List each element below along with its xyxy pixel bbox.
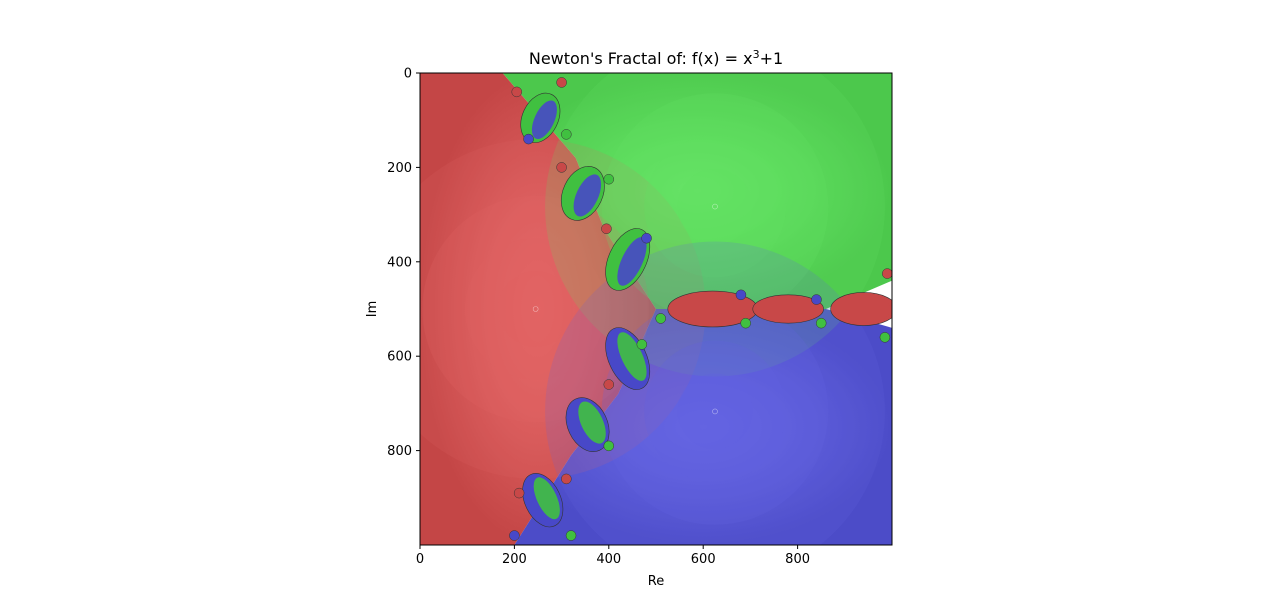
x-axis-label: Re xyxy=(648,574,664,589)
plot-area xyxy=(420,73,892,545)
boundary-bead xyxy=(556,77,567,88)
y-tick-label: 800 xyxy=(387,444,412,459)
y-tick-label: 200 xyxy=(387,161,412,176)
boundary-bead xyxy=(641,232,652,244)
boundary-bead xyxy=(603,440,615,452)
lobe-inner xyxy=(573,174,602,217)
boundary-lobe xyxy=(520,92,561,143)
boundary-lobe xyxy=(830,292,892,326)
boundary-bead xyxy=(811,294,822,305)
boundary-bead xyxy=(513,487,525,499)
y-axis-label: Im xyxy=(365,301,380,318)
lobe-inner xyxy=(531,100,557,140)
x-tick-label: 400 xyxy=(596,552,621,567)
basin-blue xyxy=(514,309,892,545)
fractal-boundary xyxy=(509,77,892,541)
lobe-inner xyxy=(578,401,606,444)
lobe-inner xyxy=(617,237,647,286)
boundary-bead xyxy=(655,313,666,324)
boundary-bead xyxy=(815,317,827,329)
x-tick-label: 600 xyxy=(691,552,716,567)
boundary-bead xyxy=(603,379,615,390)
y-tick-label: 600 xyxy=(387,350,412,365)
lobe-inner xyxy=(533,477,560,520)
boundary-bead xyxy=(523,133,534,145)
boundary-bead xyxy=(740,317,751,329)
lobe-inner xyxy=(699,294,749,324)
root-halo-red xyxy=(420,139,706,479)
x-tick-label: 200 xyxy=(502,552,527,567)
boundary-bead xyxy=(556,162,567,173)
boundary-lobe xyxy=(565,397,610,452)
root-blue xyxy=(712,408,718,415)
y-tick-label: 400 xyxy=(387,255,412,270)
boundary-bead xyxy=(879,332,891,343)
boundary-bead xyxy=(735,289,747,301)
boundary-lobe xyxy=(752,294,824,324)
y-tick-label: 0 xyxy=(404,67,412,82)
boundary-bead xyxy=(636,339,648,350)
x-tick-label: 0 xyxy=(416,552,424,567)
plot-frame xyxy=(419,72,893,546)
boundary-bead xyxy=(509,530,520,541)
x-tick-label: 800 xyxy=(785,552,810,567)
boundary-lobe xyxy=(522,473,564,528)
title-suffix: +1 xyxy=(760,49,784,68)
lobe-inner xyxy=(777,297,817,321)
basin-green xyxy=(502,73,892,309)
boundary-lobe xyxy=(605,228,651,291)
boundary-bead xyxy=(561,129,572,140)
root-red xyxy=(532,306,539,312)
root-green xyxy=(712,203,718,210)
boundary-bead xyxy=(565,530,577,541)
lobe-inner xyxy=(853,295,891,323)
lobe-inner xyxy=(617,332,647,381)
y-axis: 0 200 400 600 800 xyxy=(387,67,420,459)
boundary-bead xyxy=(511,86,523,98)
boundary-bead xyxy=(561,473,572,485)
boundary-bead xyxy=(882,268,892,279)
chart-title: Newton's Fractal of: f(x) = x3+1 xyxy=(529,48,783,68)
boundary-bead xyxy=(601,223,612,235)
boundary-lobe xyxy=(560,166,605,221)
boundary-bead xyxy=(603,173,615,185)
root-markers xyxy=(532,203,718,415)
x-axis: 0 200 400 600 800 xyxy=(416,545,810,567)
title-superscript: 3 xyxy=(753,48,760,61)
